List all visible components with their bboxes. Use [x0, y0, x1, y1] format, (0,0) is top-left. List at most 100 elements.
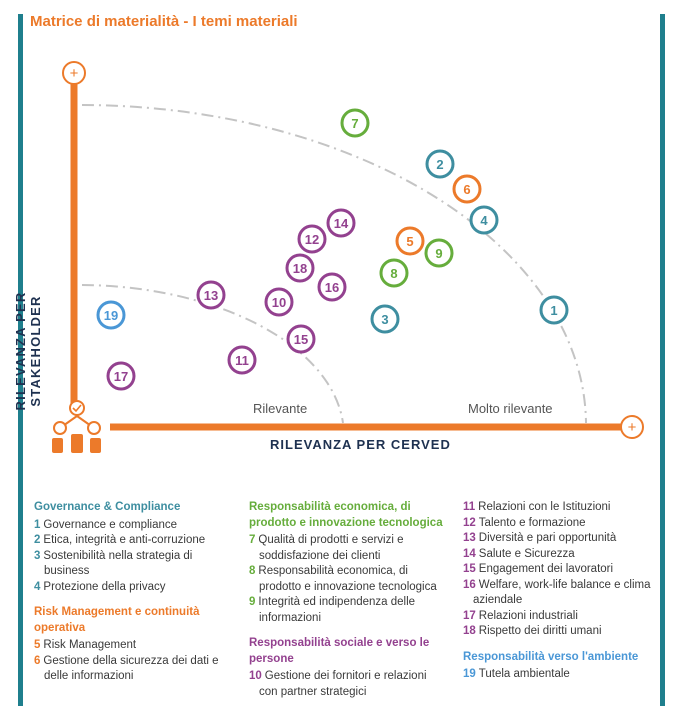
data-point-label: 5 — [406, 234, 413, 249]
data-point-label: 15 — [294, 332, 308, 347]
data-point-circle — [264, 287, 294, 317]
legend-item-text: Governance e compliance — [43, 518, 178, 531]
legend-item-text: Rispetto dei diritti umani — [478, 625, 602, 637]
data-point-label: 18 — [293, 261, 307, 276]
data-point-circle — [425, 149, 455, 179]
legend-item-number: 10 — [249, 670, 262, 682]
data-point-label: 13 — [204, 288, 218, 303]
legend-item: 6 Gestione della sicurezza dei dati e del… — [34, 654, 230, 685]
data-point-label: 19 — [104, 308, 118, 323]
svg-text:+: + — [70, 65, 79, 82]
data-point-circle — [340, 108, 370, 138]
data-point-label: 8 — [390, 266, 397, 281]
data-point-7: 7 — [340, 108, 370, 138]
data-point-17: 17 — [106, 361, 136, 391]
legend-item-text: Talento e formazione — [478, 516, 586, 529]
legend-item: 14 Salute e Sicurezza — [463, 547, 653, 563]
data-point-label: 11 — [235, 353, 249, 368]
legend-item: 2 Etica, integrità e anti-corruzione — [34, 533, 230, 549]
legend-item: 15 Engagement dei lavoratori — [463, 562, 653, 578]
data-point-circle — [370, 304, 400, 334]
legend-item-text: Salute e Sicurezza — [478, 547, 575, 560]
legend-item: 13 Diversità e pari opportunità — [463, 531, 653, 547]
data-point-9: 9 — [424, 238, 454, 268]
legend-item-number: 5 — [34, 639, 41, 651]
legend-item: 17 Relazioni industriali — [463, 609, 653, 625]
x-axis-title: RILEVANZA PER CERVED — [270, 437, 451, 452]
data-point-label: 6 — [463, 182, 470, 197]
legend-item-text: Tutela ambientale — [478, 668, 570, 680]
zone-arc-molto-rilevante — [81, 104, 587, 424]
legend-item-number: 6 — [34, 654, 41, 667]
legend-category-title: Responsabilità economica, di prodotto e … — [249, 501, 443, 529]
legend-column-1: Governance & Compliance 1 Governance e com… — [34, 500, 230, 685]
data-point-label: 3 — [381, 312, 388, 327]
y-axis-title: RILEVANZA PER STAKEHOLDER — [13, 291, 43, 411]
data-point-circle — [227, 345, 257, 375]
data-point-label: 7 — [351, 116, 358, 131]
legend-item-text: Engagement dei lavoratori — [478, 563, 614, 575]
page-title: Matrice di materialità - I temi material… — [30, 13, 298, 30]
data-point-10: 10 — [264, 287, 294, 317]
data-point-11: 11 — [227, 345, 257, 375]
data-point-label: 16 — [325, 280, 339, 295]
legend-item: 1 Governance e compliance — [34, 518, 230, 534]
legend-item-number: 4 — [34, 580, 41, 593]
data-point-label: 1 — [550, 303, 557, 318]
legend-item-text: Qualità di prodotti e servizi e soddisfa… — [258, 534, 404, 562]
data-point-16: 16 — [317, 272, 347, 302]
legend-item-number: 16 — [463, 578, 476, 591]
data-point-label: 10 — [272, 295, 286, 310]
legend-item-number: 13 — [463, 532, 476, 544]
x-axis-plus-icon: + — [620, 415, 644, 439]
data-point-circle — [106, 361, 136, 391]
legend-item-number: 12 — [463, 516, 476, 529]
legend-column-3: 11 Relazioni con le Istituzioni 12 Talento … — [463, 500, 653, 683]
legend-item-text: Risk Management — [43, 639, 137, 651]
legend-item-text: Gestione dei fornitori e relazioni con p… — [259, 670, 427, 698]
data-point-circle — [285, 253, 315, 283]
legend-category-title: Responsabilità sociale e verso le person… — [249, 637, 430, 665]
zone-label-rilevante: Rilevante — [253, 401, 308, 416]
data-point-label: 9 — [435, 246, 442, 261]
legend-category-title: Governance & Compliance — [34, 501, 181, 513]
legend-item: 16 Welfare, work-life balance e clima azi… — [463, 578, 653, 609]
legend-item-number: 18 — [463, 625, 476, 637]
legend-item-text: Gestione della sicurezza dei dati e dell… — [43, 654, 219, 683]
legend-item-number: 19 — [463, 668, 476, 680]
legend-item-text: Protezione della privacy — [43, 580, 166, 593]
legend-item: 19 Tutela ambientale — [463, 667, 653, 683]
legend-item-text: Integrità ed indipendenza delle informaz… — [258, 596, 416, 624]
legend-category-title: Risk Management e continuità operativa — [34, 606, 200, 634]
data-point-4: 4 — [469, 205, 499, 235]
legend-item-number: 11 — [463, 501, 476, 513]
stakeholder-hands-icon — [52, 400, 101, 453]
data-point-circle — [196, 280, 226, 310]
legend-item-number: 14 — [463, 547, 476, 560]
data-point-circle — [452, 174, 482, 204]
zone-label-molto-rilevante: Molto rilevante — [468, 401, 553, 416]
data-point-14: 14 — [326, 208, 356, 238]
data-point-8: 8 — [379, 258, 409, 288]
data-point-circle — [326, 208, 356, 238]
legend-item: 7 Qualità di prodotti e servizi e soddisf… — [249, 533, 447, 564]
legend-item: 9 Integrità ed indipendenza delle informa… — [249, 595, 447, 626]
legend-item-number: 1 — [34, 518, 41, 531]
legend-item: 11 Relazioni con le Istituzioni — [463, 500, 653, 516]
legend-item-text: Responsabilità economica, di prodotto e … — [258, 565, 437, 593]
data-point-label: 2 — [436, 157, 443, 172]
data-point-label: 12 — [305, 232, 319, 247]
right-frame-bar — [660, 14, 665, 706]
legend-item-text: Etica, integrità e anti-corruzione — [43, 534, 206, 546]
legend-category-title: Responsabilità verso l'ambiente — [463, 650, 639, 663]
data-point-circle — [539, 295, 569, 325]
legend-item-text: Sostenibilità nella strategia di busines… — [43, 549, 193, 578]
svg-text:+: + — [628, 419, 637, 436]
data-point-label: 14 — [334, 216, 349, 231]
data-point-2: 2 — [425, 149, 455, 179]
legend-item-number: 9 — [249, 596, 256, 608]
data-point-5: 5 — [395, 226, 425, 256]
data-point-circle — [424, 238, 454, 268]
